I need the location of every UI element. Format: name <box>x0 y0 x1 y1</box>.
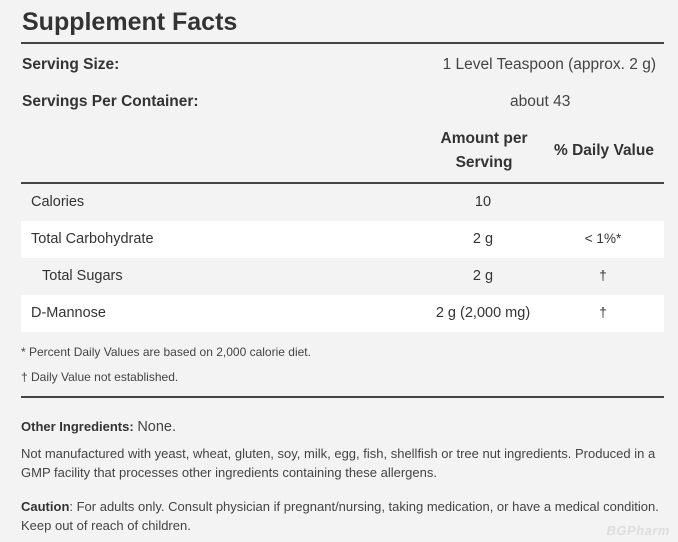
nutrient-daily-value: < 1%* <box>584 231 622 246</box>
footnote-dagger: † Daily Value not established. <box>21 370 179 384</box>
table-row-total-carbohydrate: Total Carbohydrate 2 g < 1%* <box>21 221 664 258</box>
nutrient-amount: 2 g <box>472 268 494 284</box>
caution-text: : For adults only. Consult physician if … <box>21 499 659 533</box>
servings-per-container-label: Servings Per Container: <box>22 93 199 110</box>
serving-size-value: 1 Level Teaspoon (approx. 2 g) <box>442 56 656 73</box>
servings-per-container-value: about 43 <box>510 93 571 110</box>
nutrient-amount: 10 <box>474 194 492 210</box>
nutrient-name: Total Sugars <box>42 268 123 284</box>
nutrient-daily-value: † <box>599 268 607 283</box>
nutrient-name: D-Mannose <box>31 305 106 321</box>
caution-statement: Caution: For adults only. Consult physic… <box>21 497 661 535</box>
nutrient-name: Total Carbohydrate <box>31 231 154 247</box>
nutrient-name: Calories <box>31 194 85 210</box>
caution-label: Caution <box>21 499 70 514</box>
other-ingredients-label: Other Ingredients: <box>21 419 134 434</box>
table-row-d-mannose: D-Mannose 2 g (2,000 mg) † <box>21 295 664 332</box>
header-divider <box>21 182 664 184</box>
daily-value-header: % Daily Value <box>554 142 654 159</box>
allergen-note: Not manufactured with yeast, wheat, glut… <box>21 446 656 480</box>
other-ingredients-value: None. <box>137 419 177 435</box>
footnote-percent-daily: * Percent Daily Values are based on 2,00… <box>21 345 311 359</box>
nutrient-daily-value: † <box>599 305 607 320</box>
amount-header-line2: Serving <box>455 154 513 171</box>
table-row-total-sugars: Total Sugars 2 g † <box>21 258 664 295</box>
amount-header-line1: Amount per <box>440 130 528 147</box>
title-divider <box>21 42 664 44</box>
panel-title: Supplement Facts <box>22 8 238 36</box>
serving-size-label: Serving Size: <box>22 56 120 73</box>
footnote-divider <box>21 396 664 398</box>
table-row-calories: Calories 10 <box>21 184 664 221</box>
nutrient-amount: 2 g (2,000 mg) <box>435 305 531 321</box>
other-ingredients: Other Ingredients: None. <box>21 417 661 437</box>
nutrient-amount: 2 g <box>472 231 494 247</box>
watermark-logo: BGPharm <box>606 523 670 538</box>
amount-per-serving-header: Amount per Serving <box>420 127 548 175</box>
